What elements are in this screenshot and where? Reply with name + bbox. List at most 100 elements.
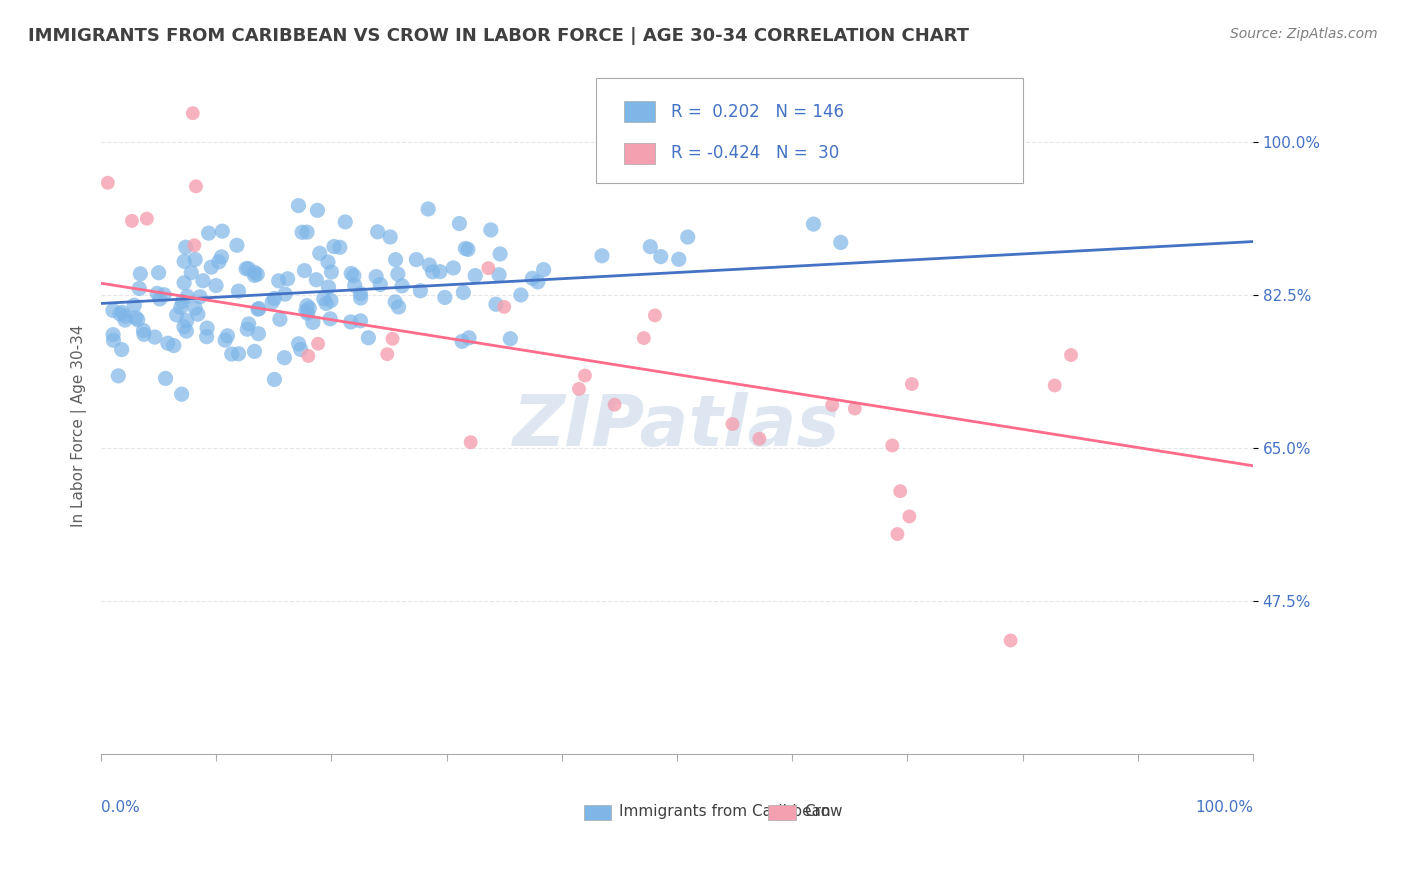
Point (668, 252, 690, 267)
Point (111, 305, 134, 319)
Point (488, 268, 510, 282)
Point (195, 329, 218, 343)
Point (184, 252, 207, 267)
Text: 0.0%: 0.0% (101, 800, 139, 815)
Point (886, 527, 908, 541)
Point (329, 240, 352, 254)
Point (114, 310, 136, 324)
Point (748, 432, 770, 446)
Point (381, 332, 404, 346)
Point (449, 217, 471, 231)
Point (335, 215, 357, 229)
Point (591, 249, 613, 263)
Point (170, 387, 193, 401)
Point (121, 214, 143, 228)
Point (274, 287, 297, 301)
Point (238, 317, 260, 331)
Point (499, 332, 522, 346)
Point (176, 313, 198, 327)
Point (644, 309, 666, 323)
Text: Source: ZipAtlas.com: Source: ZipAtlas.com (1230, 27, 1378, 41)
Point (214, 333, 236, 347)
Point (107, 368, 129, 383)
Point (243, 268, 266, 283)
Point (350, 291, 373, 305)
Point (357, 331, 380, 345)
Point (287, 199, 309, 213)
Point (319, 311, 342, 326)
Point (263, 372, 285, 386)
Point (485, 297, 508, 311)
Point (898, 509, 921, 524)
Point (294, 263, 316, 277)
Point (901, 377, 924, 392)
Point (380, 230, 402, 244)
Point (236, 261, 259, 276)
Point (323, 239, 346, 253)
Point (143, 330, 166, 344)
Point (277, 272, 299, 286)
Point (603, 398, 626, 412)
Point (183, 238, 205, 252)
Point (319, 293, 342, 308)
Point (297, 306, 319, 320)
Point (166, 308, 188, 322)
Point (343, 278, 366, 293)
Point (291, 225, 314, 239)
Point (533, 262, 555, 277)
Point (340, 267, 363, 281)
Point (247, 326, 270, 341)
Point (191, 274, 214, 288)
Point (188, 290, 211, 304)
Point (453, 285, 475, 300)
Point (127, 313, 149, 327)
Point (132, 324, 155, 338)
Point (146, 286, 169, 301)
Point (882, 438, 904, 452)
Point (114, 313, 136, 327)
Point (429, 265, 451, 279)
FancyBboxPatch shape (596, 78, 1022, 184)
Point (247, 302, 270, 317)
Point (1000, 633, 1022, 648)
Point (287, 336, 309, 351)
Point (479, 223, 502, 237)
Point (349, 286, 371, 301)
Point (149, 292, 172, 306)
Point (135, 211, 157, 226)
Point (174, 240, 197, 254)
Point (176, 324, 198, 338)
Text: 100.0%: 100.0% (1195, 800, 1253, 815)
Point (509, 288, 531, 302)
Point (156, 336, 179, 351)
Point (129, 267, 152, 281)
Point (184, 179, 207, 194)
Text: ZIPatlas: ZIPatlas (513, 392, 841, 460)
Point (221, 347, 243, 361)
Point (101, 327, 124, 342)
Point (228, 284, 250, 298)
Point (153, 287, 176, 301)
Point (298, 301, 321, 316)
Point (155, 371, 177, 385)
Point (97, 176, 120, 190)
Point (132, 327, 155, 342)
Point (458, 331, 481, 345)
Point (821, 398, 844, 412)
Point (295, 225, 318, 239)
Point (368, 277, 391, 292)
Point (721, 417, 744, 431)
Point (184, 301, 207, 316)
Point (267, 274, 290, 288)
Point (236, 322, 259, 336)
Point (148, 266, 170, 280)
Point (418, 202, 440, 216)
Point (103, 333, 125, 347)
Point (247, 301, 270, 316)
Point (489, 247, 512, 261)
Point (297, 349, 319, 363)
Point (295, 299, 318, 313)
Point (405, 252, 427, 267)
Point (228, 347, 250, 361)
Y-axis label: In Labor Force | Age 30-34: In Labor Force | Age 30-34 (72, 325, 87, 527)
